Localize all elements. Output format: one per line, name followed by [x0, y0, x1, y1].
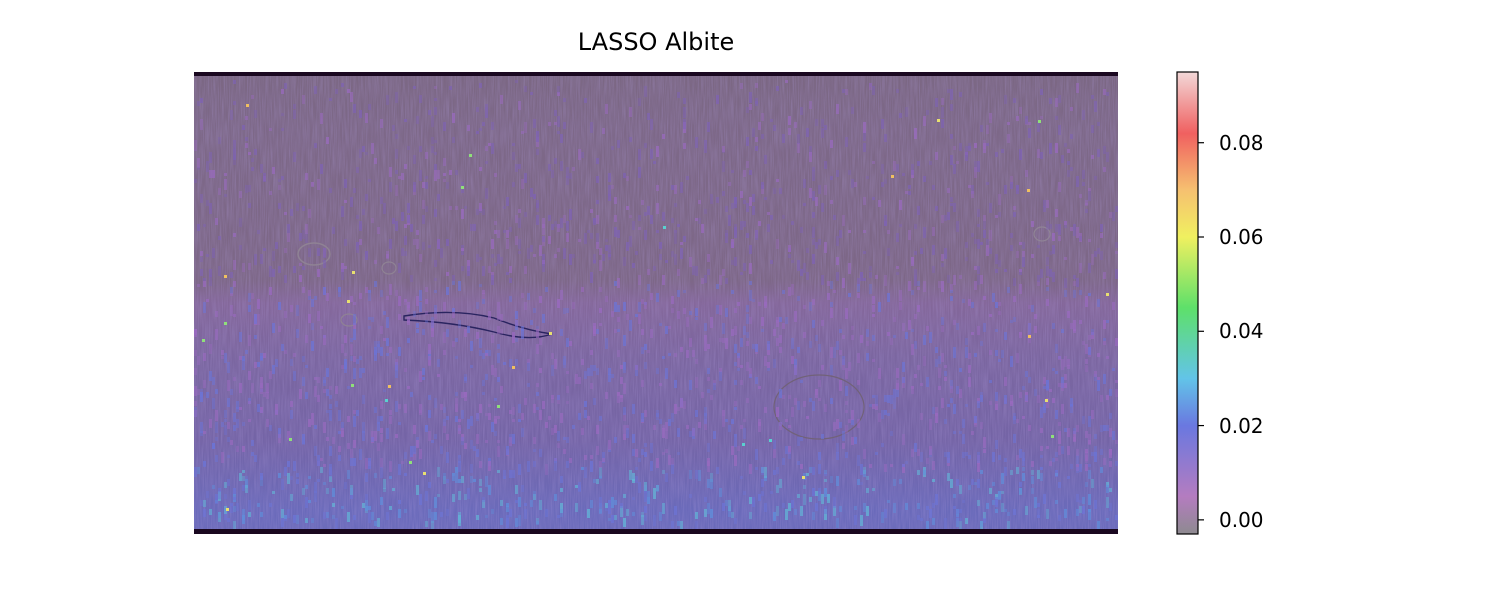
colorbar-tick-label: 0.02: [1219, 413, 1264, 438]
map-svg: [194, 72, 1118, 534]
colorbar-tick-label: 0.00: [1219, 507, 1264, 532]
map-bottom-border: [194, 529, 1118, 534]
map-top-border: [194, 72, 1118, 76]
colorbar-frame: [1176, 71, 1199, 535]
basin-feature: [773, 374, 865, 440]
colorbar: [1176, 71, 1286, 535]
colorbar-tick-label: 0.08: [1219, 130, 1264, 155]
colorbar-svg: [1176, 71, 1204, 535]
colorbar-tick-label: 0.04: [1219, 319, 1264, 344]
colorbar-gradient: [1177, 72, 1198, 534]
mars-abundance-map: [194, 72, 1118, 534]
colorbar-tick-label: 0.06: [1219, 225, 1264, 249]
crater-feature: [1033, 226, 1051, 242]
chart-title: LASSO Albite: [577, 28, 735, 56]
crater-feature: [340, 313, 358, 327]
crater-feature: [297, 242, 331, 266]
data-speckles: [194, 80, 1118, 532]
crater-feature: [381, 261, 397, 275]
